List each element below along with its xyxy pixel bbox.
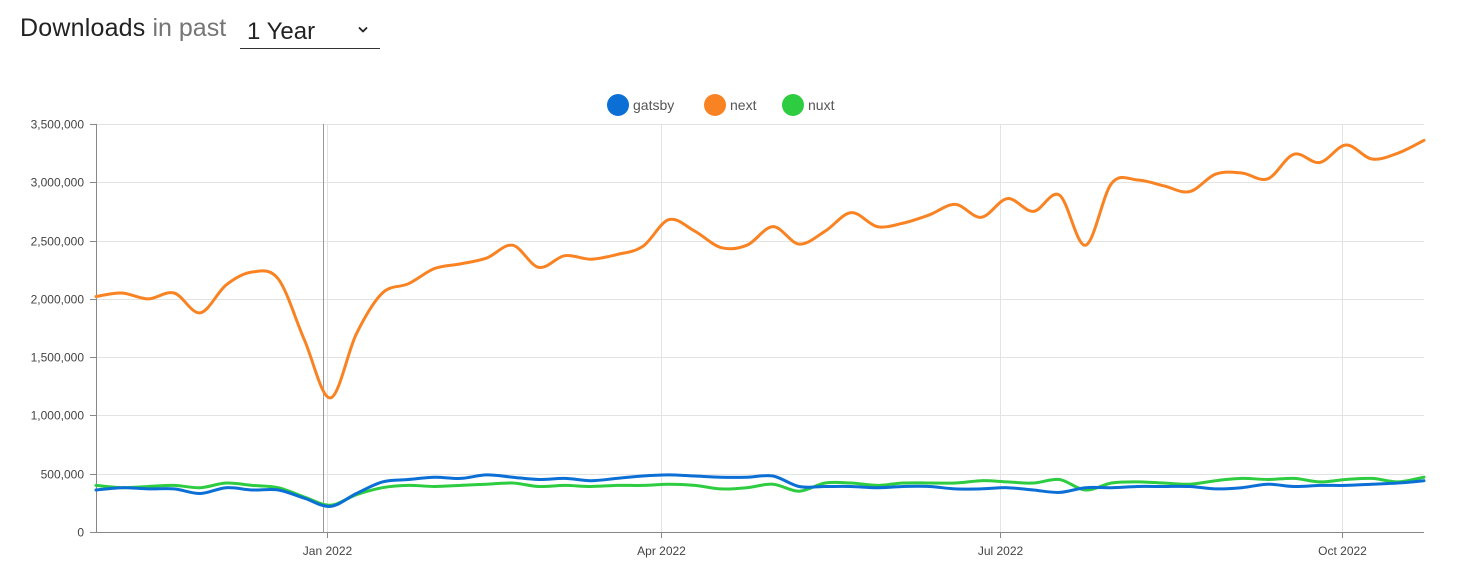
x-tick-label: Apr 2022 (637, 544, 686, 558)
y-tick-label: 3,000,000 (31, 176, 85, 190)
y-tick-label: 0 (77, 526, 84, 540)
y-tick-label: 500,000 (41, 468, 85, 482)
series-line-gatsby (94, 473, 1426, 508)
downloads-header: Downloads in past (20, 14, 226, 50)
legend-item-next: next (704, 94, 757, 116)
y-tick-label: 2,500,000 (31, 235, 85, 249)
chevron-down-icon (358, 27, 368, 33)
legend-item-nuxt: nuxt (782, 94, 835, 116)
x-tick-label: Jan 2022 (303, 544, 353, 558)
page-title: Downloads (20, 14, 146, 42)
legend-label-nuxt: nuxt (808, 97, 835, 113)
period-select[interactable]: 1 Year (240, 14, 380, 49)
x-tick-label: Jul 2022 (978, 544, 1024, 558)
legend-item-gatsby: gatsby (607, 94, 674, 116)
legend-label-gatsby: gatsby (633, 97, 674, 113)
y-tick-label: 3,500,000 (31, 118, 85, 132)
x-tick-label: Oct 2022 (1318, 544, 1367, 558)
y-tick-label: 2,000,000 (31, 293, 85, 307)
legend-swatch-nuxt (782, 94, 804, 116)
legend-swatch-gatsby (607, 94, 629, 116)
legend-label-next: next (730, 97, 757, 113)
y-tick-label: 1,500,000 (31, 351, 85, 365)
period-selected-value: 1 Year (247, 18, 316, 45)
legend-swatch-next (704, 94, 726, 116)
series-line-next (94, 138, 1426, 400)
series-line-nuxt (94, 475, 1426, 507)
page-subtitle: in past (152, 14, 227, 42)
y-tick-label: 1,000,000 (31, 409, 85, 423)
